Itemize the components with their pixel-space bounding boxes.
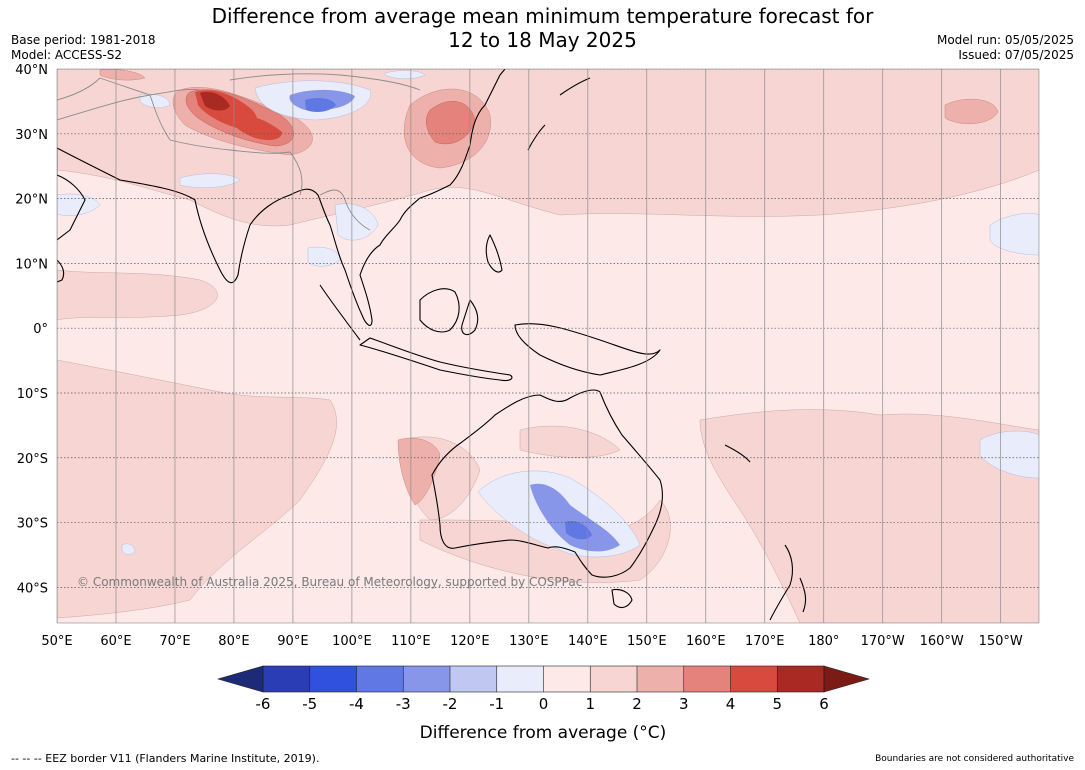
colorbar-segment [496, 666, 544, 692]
map-title: Difference from average mean minimum tem… [0, 4, 1085, 52]
anomaly-5-to-6 [200, 91, 230, 111]
colorbar-segment [777, 666, 824, 692]
longitude-label: 100°E [332, 634, 372, 649]
model-run: Model run: 05/05/2025 [936, 33, 1074, 47]
colorbar-segment [450, 666, 497, 692]
anomaly-minus-3-to-minus-2 [305, 97, 592, 540]
latitude-label: 20°S [17, 452, 48, 467]
coastlines [57, 69, 807, 621]
longitude-label: 170°E [745, 634, 785, 649]
longitude-label: 110°E [391, 634, 431, 649]
colorbar-segment [730, 666, 778, 692]
longitude-label: 80°E [218, 634, 249, 649]
meta-right: Model run: 05/05/2025 Issued: 07/05/2025 [937, 33, 1074, 63]
colorbar-tick-labels: -6 -5 -4 -3 -2 -1 0 1 2 3 4 5 6 [256, 695, 829, 713]
base-period: Base period: 1981-2018 [11, 33, 156, 47]
longitude-label: 60°E [100, 634, 131, 649]
longitude-label: 150°W [979, 634, 1023, 649]
longitude-labels: 50°E 60°E 70°E 80°E 90°E 100°E 110°E 120°E 130°E… [41, 634, 1023, 649]
latitude-label: 30°S [17, 517, 48, 532]
colorbar-segment [683, 666, 731, 692]
colorbar-tick-label: 6 [819, 695, 829, 713]
colorbar-segment [263, 666, 310, 692]
latitude-labels: 40°N 30°N 20°N 10°N 0° 10°S 20°S 30°S 40°S [15, 63, 48, 596]
colorbar-tick-label: -6 [256, 695, 271, 713]
longitude-label: 90°E [277, 634, 308, 649]
title-line-2: 12 to 18 May 2025 [448, 28, 637, 52]
colorbar-extend-low [216, 665, 264, 693]
boundaries-note: Boundaries are not considered authoritat… [875, 754, 1074, 764]
colorbar-tick-label: 3 [679, 695, 689, 713]
latitude-label: 40°S [17, 581, 48, 596]
latitude-label: 30°N [15, 128, 48, 143]
colorbar-segment [590, 666, 637, 692]
colorbar-tick-label: 2 [632, 695, 642, 713]
latitude-label: 40°N [15, 63, 48, 78]
meta-left: Base period: 1981-2018 Model: ACCESS-S2 [11, 33, 156, 63]
model-name: Model: ACCESS-S2 [11, 48, 123, 62]
colorbar-tick-label: 0 [539, 695, 549, 713]
colorbar-segment [356, 666, 404, 692]
latitude-label: 10°S [17, 387, 48, 402]
latitude-label: 10°N [15, 257, 48, 272]
eez-note: -- -- -- EEZ border V11 (Flanders Marine… [11, 752, 320, 765]
longitude-label: 70°E [159, 634, 190, 649]
colorbar-segment [403, 666, 450, 692]
colorbar-segment [543, 666, 591, 692]
longitude-label: 50°E [41, 634, 72, 649]
colorbar-tick-label: -3 [396, 695, 411, 713]
colorbar-tick-label: -2 [443, 695, 458, 713]
longitude-label: 150°E [627, 634, 667, 649]
latitude-label: 0° [33, 322, 48, 337]
map-frame [56, 68, 1040, 624]
colorbar-tick-label: 5 [772, 695, 782, 713]
longitude-label: 160°W [920, 634, 964, 649]
colorbar-tick-label: -5 [302, 695, 317, 713]
map-copyright: © Commonwealth of Australia 2025, Bureau… [77, 575, 582, 589]
graticule [57, 69, 1039, 623]
colorbar-segment [309, 666, 357, 692]
longitude-label: 160°E [686, 634, 726, 649]
colorbar-extend-high [823, 665, 871, 693]
longitude-label: 180° [808, 634, 839, 649]
issued-date: Issued: 07/05/2025 [958, 48, 1074, 62]
longitude-label: 130°E [509, 634, 549, 649]
colorbar-tick-label: -1 [489, 695, 504, 713]
longitude-label: 170°W [861, 634, 905, 649]
colorbar [216, 665, 871, 693]
title-line-1: Difference from average mean minimum tem… [211, 4, 874, 28]
map-area: © Commonwealth of Australia 2025, Bureau… [57, 69, 1039, 623]
colorbar-tick-label: 1 [585, 695, 595, 713]
latitude-label: 20°N [15, 193, 48, 208]
country-borders [57, 73, 421, 231]
colorbar-label: Difference from average (°C) [420, 723, 667, 743]
colorbar-segment [637, 666, 684, 692]
colorbar-tick-label: 4 [726, 695, 736, 713]
longitude-label: 140°E [568, 634, 608, 649]
colorbar-tick-label: -4 [349, 695, 364, 713]
longitude-label: 120°E [450, 634, 490, 649]
